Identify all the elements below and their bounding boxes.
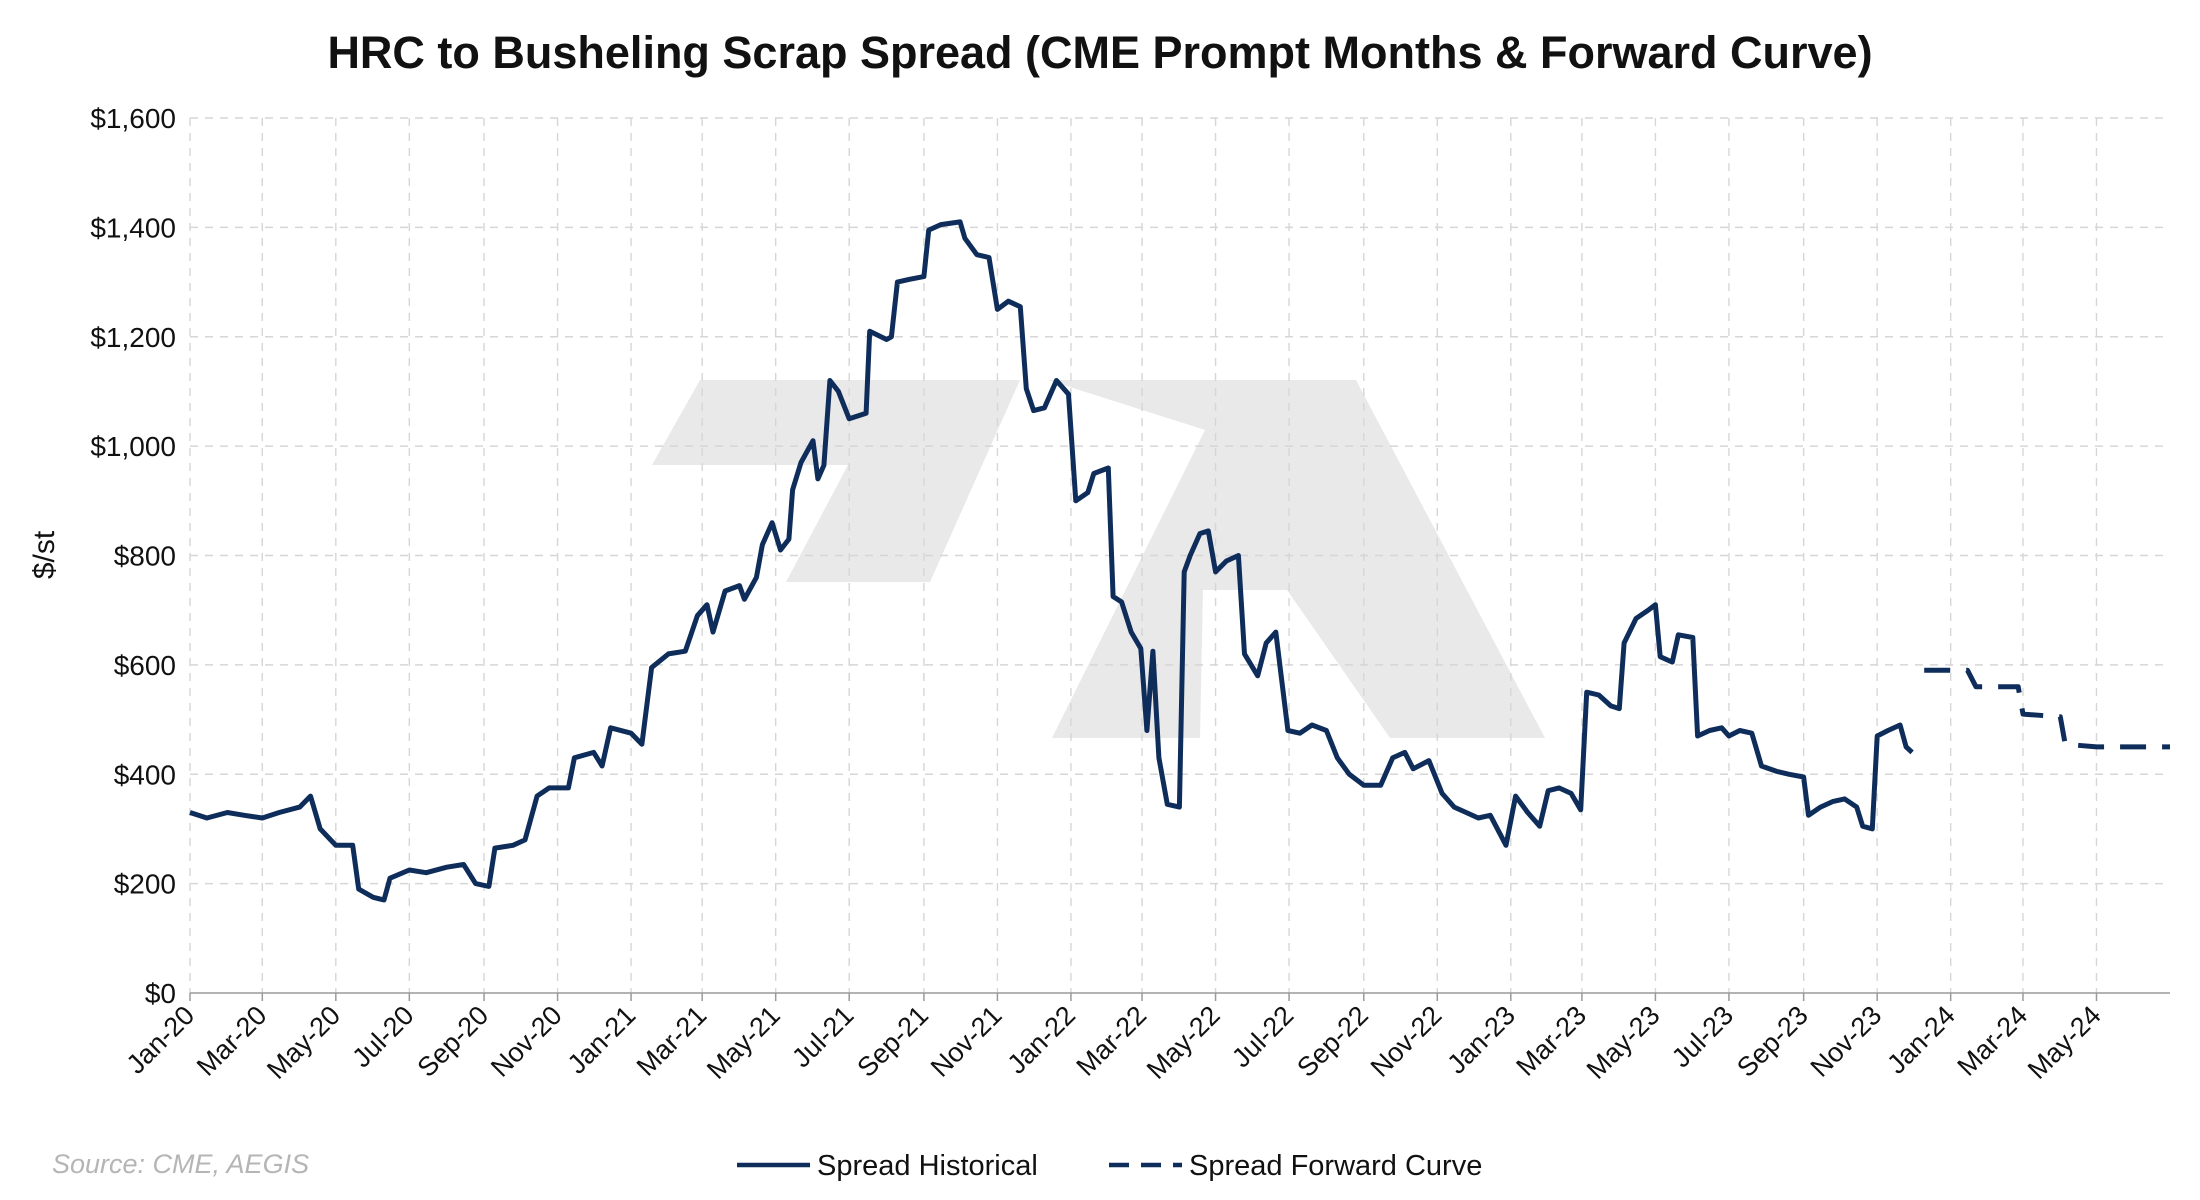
- watermark-a-shape: [1048, 380, 1545, 738]
- x-tick-label: Jul-23: [1666, 1000, 1739, 1073]
- series-line-forward-curve: [1924, 667, 2170, 750]
- legend-label-forward: Spread Forward Curve: [1189, 1150, 1482, 1182]
- x-tick-label: Nov-22: [1365, 1000, 1448, 1083]
- y-tick-label: $1,200: [90, 322, 176, 353]
- grid-layer: [189, 117, 2170, 1001]
- x-tick-label: Jul-22: [1226, 1000, 1299, 1073]
- x-tick-label: May-21: [701, 1000, 786, 1085]
- x-tick-label: Jan-23: [1441, 1000, 1521, 1080]
- series-line-historical: [189, 219, 1914, 903]
- x-tick-label: Mar-21: [631, 1000, 713, 1082]
- y-tick-labels: $0 $200 $400 $600 $800 $1,000 $1,200 $1,400 $1,6…: [90, 103, 176, 1009]
- x-tick-label: Mar-22: [1071, 1000, 1153, 1082]
- x-tick-label: Mar-23: [1510, 1000, 1592, 1082]
- legend: Spread Historical Spread Forward Curve: [737, 1150, 1482, 1182]
- x-tick-label: Mar-24: [1952, 1000, 2034, 1082]
- y-tick-label: $1,600: [90, 103, 176, 134]
- y-tick-label: $400: [114, 759, 176, 790]
- watermark-seven-shape: [652, 380, 1020, 582]
- y-axis-label: $/st: [28, 530, 61, 579]
- x-tick-label: Sep-20: [412, 1000, 495, 1083]
- y-tick-label: $1,000: [90, 431, 176, 462]
- source-note: Source: CME, AEGIS: [52, 1149, 309, 1179]
- y-tick-label: $800: [114, 541, 176, 572]
- y-tick-label: $1,400: [90, 212, 176, 243]
- y-tick-label: $600: [114, 650, 176, 681]
- x-tick-label: Jan-22: [1002, 1000, 1082, 1080]
- series-layer: [189, 219, 2170, 903]
- chart-title: HRC to Busheling Scrap Spread (CME Promp…: [327, 27, 1872, 78]
- x-tick-label: Sep-22: [1291, 1000, 1374, 1083]
- x-tick-label: Jan-21: [562, 1000, 642, 1080]
- watermark-logo: [652, 380, 1545, 738]
- x-tick-label: May-22: [1141, 1000, 1226, 1085]
- x-tick-label: Nov-20: [485, 1000, 568, 1083]
- y-tick-label: $200: [114, 869, 176, 900]
- x-tick-label: Nov-21: [925, 1000, 1008, 1083]
- x-tick-label: Sep-21: [851, 1000, 934, 1083]
- legend-label-historical: Spread Historical: [817, 1150, 1038, 1182]
- y-tick-label: $0: [145, 978, 176, 1009]
- x-tick-label: May-23: [1581, 1000, 1666, 1085]
- x-tick-label: Jan-24: [1881, 1000, 1961, 1080]
- x-tick-label: May-24: [2022, 1000, 2107, 1085]
- x-tick-label: Sep-23: [1731, 1000, 1814, 1083]
- x-tick-label: Jan-20: [121, 1000, 201, 1080]
- x-tick-label: Jul-20: [346, 1000, 419, 1073]
- x-tick-label: Nov-23: [1805, 1000, 1888, 1083]
- x-tick-label: May-20: [261, 1000, 346, 1085]
- x-tick-label: Mar-20: [191, 1000, 273, 1082]
- x-tick-label: Jul-21: [786, 1000, 859, 1073]
